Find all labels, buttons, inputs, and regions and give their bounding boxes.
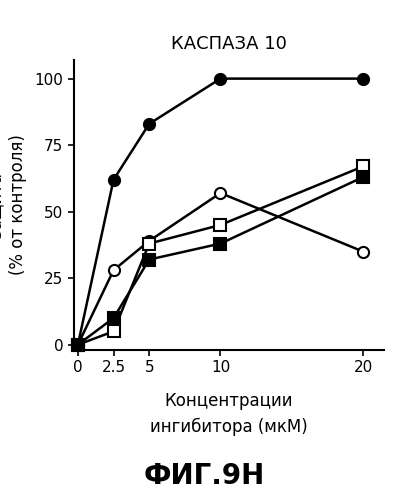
Text: ФИГ.9Н: ФИГ.9Н bbox=[144, 462, 265, 490]
Title: КАСПАЗА 10: КАСПАЗА 10 bbox=[171, 35, 287, 53]
Y-axis label: Защита
(% от контроля): Защита (% от контроля) bbox=[0, 134, 27, 276]
Text: Концентрации
ингибитора (мкМ): Концентрации ингибитора (мкМ) bbox=[150, 392, 308, 436]
